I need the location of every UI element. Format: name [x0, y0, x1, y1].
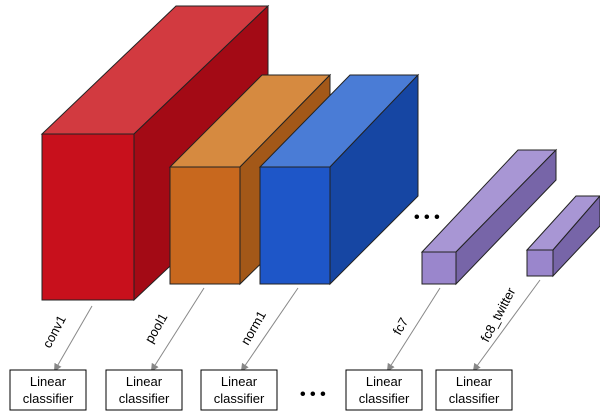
- classifier-line2: classifier: [119, 391, 170, 406]
- arrow-fc8-twitter: [472, 279, 541, 372]
- layer-block-fc7: [420, 148, 558, 286]
- layer-label-norm1: norm1: [238, 308, 269, 347]
- arrow-norm1: [240, 287, 299, 372]
- classifier-box: Linear classifier: [345, 369, 423, 411]
- arrow-conv1: [53, 305, 93, 372]
- classifier-line1: Linear: [456, 374, 493, 389]
- layer-block-norm1: [258, 73, 420, 286]
- layer-block-front: [41, 133, 135, 301]
- layer-block-fc8-twitter: [525, 195, 600, 278]
- layer-label-pool1: pool1: [142, 310, 171, 345]
- layer-block-front: [169, 166, 241, 285]
- layer-block-front: [259, 166, 331, 285]
- layer-label-fc8-twitter: fc8_twitter: [477, 284, 518, 344]
- layer-block-front: [526, 249, 554, 277]
- classifier-line1: Linear: [366, 374, 403, 389]
- classifier-line1: Linear: [221, 374, 258, 389]
- classifier-box: Linear classifier: [435, 369, 513, 411]
- classifier-line1: Linear: [30, 374, 67, 389]
- classifier-line2: classifier: [23, 391, 74, 406]
- classifier-box: Linear classifier: [200, 369, 278, 411]
- classifier-line1: Linear: [126, 374, 163, 389]
- classifier-line2: classifier: [449, 391, 500, 406]
- classifier-box: Linear classifier: [9, 369, 87, 411]
- layer-block-front: [421, 251, 457, 285]
- classifier-line2: classifier: [359, 391, 410, 406]
- ellipsis-bottom: • • •: [300, 386, 326, 403]
- layer-label-conv1: conv1: [39, 313, 69, 351]
- arrow-pool1: [150, 287, 205, 372]
- classifier-line2: classifier: [214, 391, 265, 406]
- classifier-box: Linear classifier: [105, 369, 183, 411]
- layer-label-fc7: fc7: [390, 315, 412, 338]
- ellipsis-top: • • •: [414, 209, 440, 226]
- arrow-fc7: [386, 287, 441, 372]
- connector-arrows: [53, 279, 541, 372]
